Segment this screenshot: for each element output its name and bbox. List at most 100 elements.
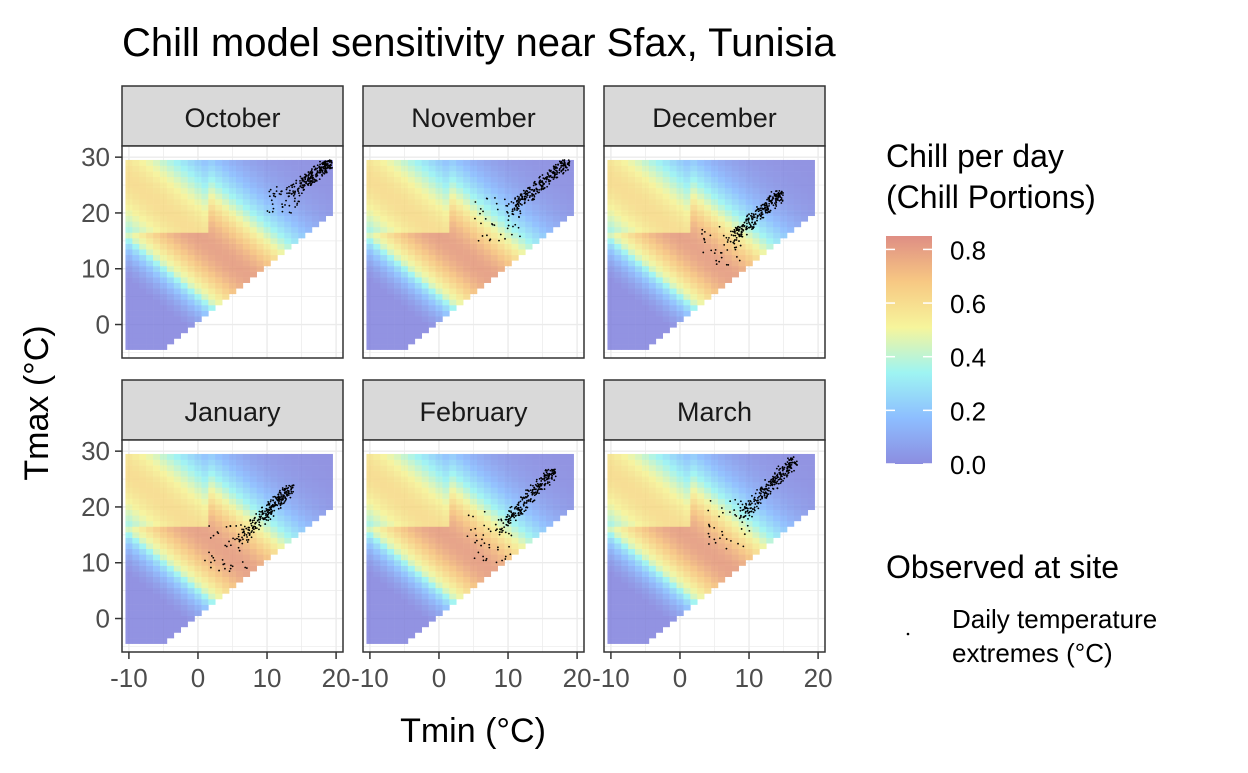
heatmap-tile	[470, 471, 477, 477]
heatmap-tile	[366, 566, 373, 572]
heatmap-tile	[484, 504, 491, 510]
heatmap-tile	[208, 454, 215, 460]
heatmap-tile	[656, 171, 663, 177]
heatmap-tile	[697, 288, 704, 294]
heatmap-tile	[380, 526, 387, 532]
heatmap-tile	[518, 515, 525, 521]
heatmap-tile	[670, 199, 677, 205]
heatmap-tile	[305, 216, 312, 222]
heatmap-tile	[429, 216, 436, 222]
heatmap-tile	[139, 549, 146, 555]
heatmap-tile	[284, 171, 291, 177]
heatmap-tile	[463, 460, 470, 466]
heatmap-tile	[298, 499, 305, 505]
heatmap-tile	[174, 515, 181, 521]
heatmap-tile	[208, 571, 215, 577]
heatmap-tile	[222, 227, 229, 233]
heatmap-tile	[380, 538, 387, 544]
observed-point	[285, 498, 287, 500]
heatmap-tile	[125, 493, 132, 499]
observed-point	[770, 200, 772, 202]
heatmap-tile	[229, 549, 236, 555]
heatmap-tile	[222, 177, 229, 183]
heatmap-tile	[539, 166, 546, 172]
heatmap-tile	[125, 499, 132, 505]
heatmap-tile	[229, 577, 236, 583]
heatmap-tile	[174, 232, 181, 238]
heatmap-tile	[628, 221, 635, 227]
heatmap-tile	[718, 205, 725, 211]
heatmap-tile	[415, 499, 422, 505]
heatmap-tile	[229, 526, 236, 532]
heatmap-tile	[394, 305, 401, 311]
heatmap-tile	[188, 515, 195, 521]
heatmap-tile	[422, 266, 429, 272]
heatmap-tile	[401, 205, 408, 211]
heatmap-tile	[449, 193, 456, 199]
heatmap-tile	[380, 283, 387, 289]
heatmap-tile	[181, 605, 188, 611]
heatmap-tile	[415, 177, 422, 183]
heatmap-tile	[312, 210, 319, 216]
heatmap-tile	[449, 510, 456, 516]
heatmap-tile	[394, 238, 401, 244]
heatmap-tile	[725, 205, 732, 211]
observed-point	[269, 195, 271, 197]
observed-point	[294, 200, 296, 202]
heatmap-tile	[146, 210, 153, 216]
heatmap-tile	[670, 322, 677, 328]
heatmap-tile	[656, 322, 663, 328]
observed-point	[526, 502, 528, 504]
heatmap-tile	[181, 460, 188, 466]
heatmap-tile	[525, 177, 532, 183]
heatmap-tile	[787, 171, 794, 177]
heatmap-tile	[801, 166, 808, 172]
heatmap-tile	[401, 171, 408, 177]
heatmap-tile	[697, 299, 704, 305]
observed-point	[765, 202, 767, 204]
heatmap-tile	[436, 316, 443, 322]
heatmap-tile	[429, 476, 436, 482]
observed-point	[493, 224, 495, 226]
heatmap-tile	[683, 283, 690, 289]
observed-point	[715, 260, 717, 262]
heatmap-tile	[484, 499, 491, 505]
observed-point	[224, 568, 226, 570]
heatmap-tile	[718, 182, 725, 188]
heatmap-tile	[677, 199, 684, 205]
observed-point	[513, 202, 515, 204]
heatmap-tile	[456, 515, 463, 521]
heatmap-tile	[491, 255, 498, 261]
heatmap-tile	[222, 210, 229, 216]
observed-point	[751, 222, 753, 224]
heatmap-tile	[456, 188, 463, 194]
heatmap-tile	[442, 566, 449, 572]
observed-point	[736, 232, 738, 234]
heatmap-tile	[153, 277, 160, 283]
heatmap-tile	[160, 316, 167, 322]
heatmap-tile	[656, 260, 663, 266]
heatmap-tile	[387, 521, 394, 527]
heatmap-tile	[429, 260, 436, 266]
heatmap-tile	[387, 571, 394, 577]
heatmap-tile	[236, 471, 243, 477]
heatmap-tile	[387, 193, 394, 199]
heatmap-tile	[160, 244, 167, 250]
heatmap-tile	[477, 499, 484, 505]
observed-point	[738, 229, 740, 231]
heatmap-tile	[442, 454, 449, 460]
heatmap-tile	[243, 482, 250, 488]
heatmap-tile	[408, 160, 415, 166]
heatmap-tile	[491, 177, 498, 183]
heatmap-tile	[394, 515, 401, 521]
observed-point	[500, 234, 502, 236]
heatmap-tile	[146, 532, 153, 538]
heatmap-tile	[181, 288, 188, 294]
heatmap-tile	[656, 272, 663, 278]
heatmap-tile	[670, 311, 677, 317]
heatmap-tile	[373, 538, 380, 544]
observed-point	[704, 241, 706, 243]
heatmap-tile	[470, 166, 477, 172]
heatmap-tile	[208, 476, 215, 482]
heatmap-tile	[491, 504, 498, 510]
